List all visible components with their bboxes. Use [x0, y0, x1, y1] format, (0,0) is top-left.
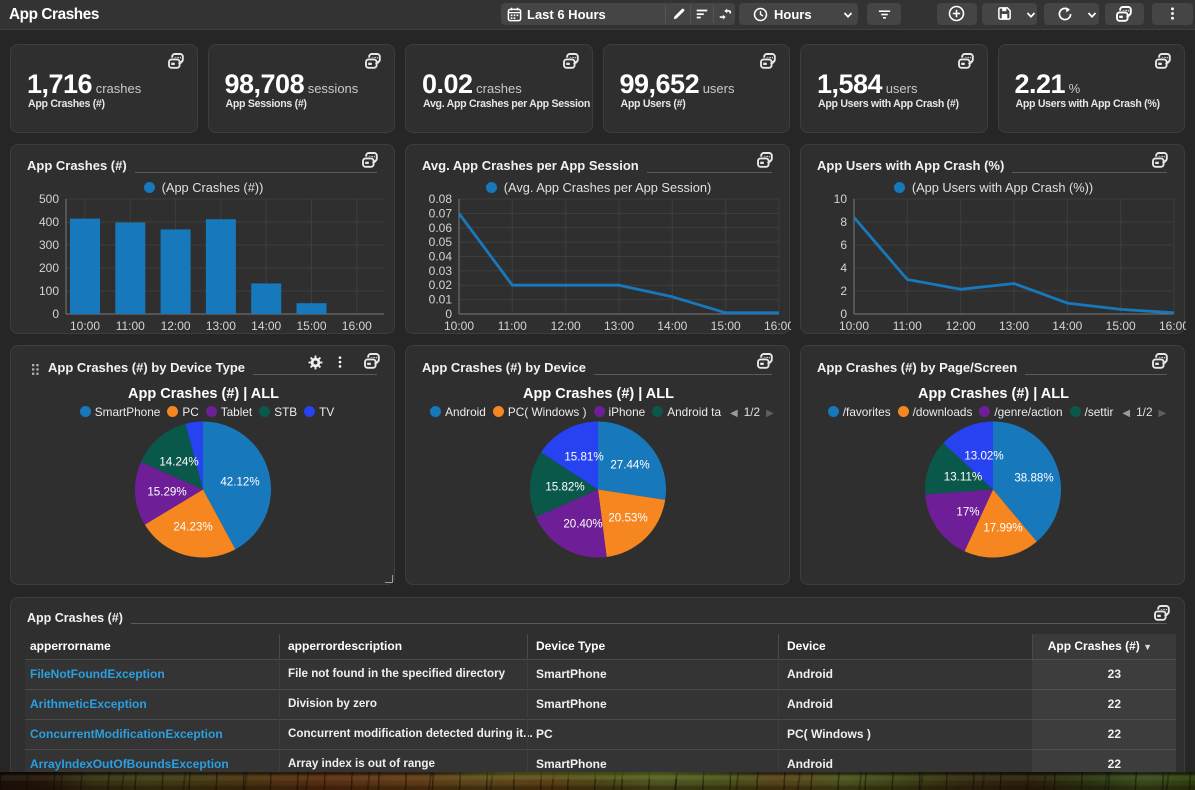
svg-text:12:00: 12:00: [161, 319, 191, 333]
svg-text:11:00: 11:00: [893, 319, 922, 333]
svg-text:0.02: 0.02: [429, 278, 453, 292]
svg-text:17%: 17%: [956, 506, 979, 519]
svg-text:0.06: 0.06: [429, 221, 453, 235]
svg-text:8: 8: [840, 215, 847, 229]
svg-text:500: 500: [39, 192, 59, 206]
svg-text:10: 10: [834, 192, 848, 206]
svg-text:400: 400: [39, 215, 59, 229]
svg-text:38.88%: 38.88%: [1014, 472, 1053, 485]
svg-text:20.40%: 20.40%: [563, 518, 602, 531]
svg-text:14:00: 14:00: [251, 319, 281, 333]
svg-text:10:00: 10:00: [444, 319, 474, 333]
svg-text:12:00: 12:00: [551, 319, 581, 333]
svg-text:12:00: 12:00: [946, 319, 976, 333]
svg-text:15.29%: 15.29%: [147, 486, 186, 499]
svg-text:0: 0: [840, 307, 847, 321]
svg-text:0.08: 0.08: [429, 192, 453, 206]
svg-text:27.44%: 27.44%: [610, 459, 649, 472]
svg-text:6: 6: [840, 238, 847, 252]
svg-text:24.23%: 24.23%: [173, 521, 212, 534]
svg-text:0.05: 0.05: [429, 235, 453, 249]
svg-text:13:00: 13:00: [604, 319, 634, 333]
svg-text:13.02%: 13.02%: [964, 450, 1003, 463]
svg-text:14.24%: 14.24%: [159, 456, 198, 469]
svg-text:16:00: 16:00: [764, 319, 791, 333]
svg-text:15:00: 15:00: [1106, 319, 1136, 333]
svg-text:0: 0: [445, 307, 452, 321]
svg-text:11:00: 11:00: [116, 319, 145, 333]
svg-text:11:00: 11:00: [498, 319, 527, 333]
svg-text:300: 300: [39, 238, 59, 252]
svg-text:0.01: 0.01: [429, 293, 453, 307]
svg-text:0.07: 0.07: [429, 206, 453, 220]
svg-text:16:00: 16:00: [1159, 319, 1186, 333]
svg-text:20.53%: 20.53%: [608, 512, 647, 525]
svg-text:200: 200: [39, 261, 59, 275]
svg-text:100: 100: [39, 284, 59, 298]
svg-text:13:00: 13:00: [999, 319, 1029, 333]
svg-text:2: 2: [840, 284, 847, 298]
svg-text:13:00: 13:00: [206, 319, 236, 333]
svg-text:4: 4: [840, 261, 847, 275]
svg-text:42.12%: 42.12%: [220, 476, 259, 489]
svg-text:0.03: 0.03: [429, 264, 453, 278]
svg-text:10:00: 10:00: [839, 319, 869, 333]
svg-text:17.99%: 17.99%: [983, 522, 1022, 535]
svg-text:10:00: 10:00: [70, 319, 100, 333]
svg-text:14:00: 14:00: [1052, 319, 1082, 333]
svg-text:15:00: 15:00: [711, 319, 741, 333]
svg-text:16:00: 16:00: [342, 319, 372, 333]
svg-text:15.81%: 15.81%: [564, 451, 603, 464]
svg-text:0: 0: [52, 307, 59, 321]
svg-text:15.82%: 15.82%: [545, 481, 584, 494]
svg-text:0.04: 0.04: [429, 250, 453, 264]
svg-text:15:00: 15:00: [296, 319, 326, 333]
svg-text:14:00: 14:00: [657, 319, 687, 333]
svg-text:13.11%: 13.11%: [944, 471, 982, 484]
